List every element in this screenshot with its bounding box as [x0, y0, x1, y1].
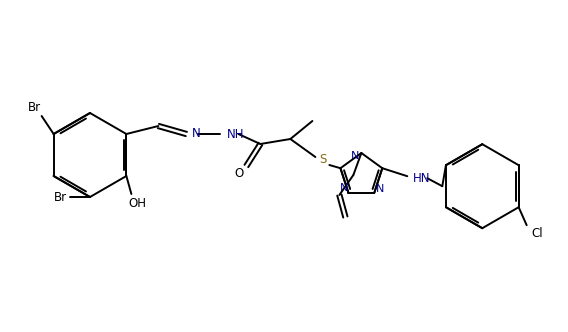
Text: O: O — [235, 167, 244, 180]
Text: N: N — [340, 183, 349, 193]
Text: N: N — [376, 184, 385, 194]
Text: HN: HN — [414, 172, 431, 185]
Text: N: N — [193, 126, 201, 139]
Text: Cl: Cl — [532, 227, 544, 240]
Text: S: S — [319, 152, 327, 165]
Text: Br: Br — [53, 191, 66, 204]
Text: Br: Br — [28, 101, 41, 114]
Text: N: N — [351, 151, 360, 161]
Text: OH: OH — [128, 197, 147, 209]
Text: NH: NH — [227, 127, 245, 140]
